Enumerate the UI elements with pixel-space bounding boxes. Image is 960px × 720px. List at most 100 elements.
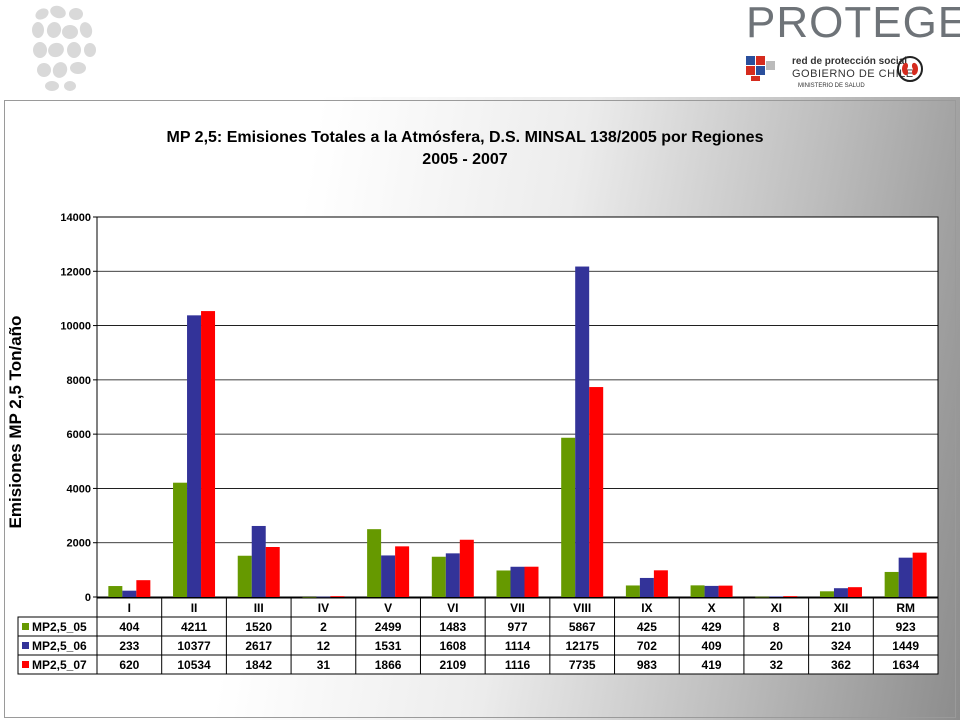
chart-frame <box>4 100 956 718</box>
data-label: 324 <box>831 639 851 653</box>
bar-MP2,5_05-IV <box>302 596 317 598</box>
data-label: 2 <box>320 620 327 634</box>
bar-MP2,5_05-RM <box>884 571 899 597</box>
bar-MP2,5_07-X <box>718 585 733 597</box>
category-label: VIII <box>573 601 591 615</box>
bar-MP2,5_07-II <box>201 311 216 597</box>
legend-label: MP2,5_06 <box>32 639 87 653</box>
bar-MP2,5_06-II <box>187 315 202 597</box>
protege-logo: PROTEGE red de protección social GOBIERN… <box>740 0 960 94</box>
bar-MP2,5_07-I <box>136 580 151 597</box>
bar-MP2,5_05-XII <box>819 591 834 597</box>
data-label: 5867 <box>569 620 596 634</box>
data-label: 20 <box>770 639 784 653</box>
bar-MP2,5_06-VII <box>510 566 525 597</box>
data-label: 1634 <box>892 658 919 672</box>
data-label: 2617 <box>245 639 272 653</box>
data-label: 2499 <box>375 620 402 634</box>
data-label: 8 <box>773 620 780 634</box>
bar-MP2,5_05-XI <box>755 596 770 598</box>
y-tick-label: 4000 <box>67 483 91 495</box>
category-label: V <box>384 601 392 615</box>
bar-MP2,5_06-III <box>251 525 266 597</box>
chart-title: MP 2,5: Emisiones Totales a la Atmósfera… <box>166 129 764 146</box>
bar-MP2,5_07-VIII <box>589 387 604 597</box>
data-label: 419 <box>702 658 722 672</box>
brand-government: GOBIERNO DE CHILE <box>792 68 914 80</box>
data-label: 404 <box>119 620 139 634</box>
category-label: II <box>191 601 198 615</box>
legend-swatch <box>22 623 29 630</box>
category-label: RM <box>896 601 915 615</box>
legend-label: MP2,5_07 <box>32 658 87 672</box>
data-label: 233 <box>119 639 139 653</box>
y-tick-label: 2000 <box>67 538 91 550</box>
data-label: 425 <box>637 620 657 634</box>
bar-MP2,5_07-XII <box>847 587 862 597</box>
data-label: 1114 <box>505 639 531 653</box>
table-body <box>17 616 939 675</box>
category-label: III <box>254 601 264 615</box>
data-label: 10534 <box>177 658 211 672</box>
data-label: 1531 <box>375 639 402 653</box>
data-label: 362 <box>831 658 851 672</box>
header: PROTEGE red de protección social GOBIERN… <box>0 0 960 97</box>
y-tick-label: 8000 <box>67 375 91 387</box>
chile-flag-icon <box>746 56 775 81</box>
bar-MP2,5_07-V <box>395 546 410 597</box>
bar-MP2,5_07-VI <box>459 539 474 597</box>
bar-MP2,5_07-IX <box>653 570 668 597</box>
data-label: 10377 <box>177 639 211 653</box>
category-label: XI <box>771 601 782 615</box>
bar-MP2,5_07-IV <box>330 596 345 597</box>
bar-MP2,5_05-VII <box>496 570 511 597</box>
y-tick-label: 10000 <box>60 321 91 333</box>
bar-MP2,5_05-VIII <box>561 437 576 597</box>
category-label: X <box>708 601 716 615</box>
bar-MP2,5_05-X <box>690 585 705 597</box>
data-label: 702 <box>637 639 657 653</box>
bar-MP2,5_07-XI <box>783 596 798 597</box>
data-label: 1842 <box>245 658 272 672</box>
bar-MP2,5_07-VII <box>524 566 539 597</box>
data-label: 12 <box>317 639 331 653</box>
data-label: 12175 <box>566 639 600 653</box>
category-label: VII <box>510 601 525 615</box>
legend-swatch <box>22 661 29 668</box>
data-label: 210 <box>831 620 851 634</box>
data-label: 620 <box>119 658 139 672</box>
bar-MP2,5_07-III <box>265 547 280 597</box>
bar-MP2,5_05-V <box>367 529 382 597</box>
bar-MP2,5_06-XI <box>769 596 784 598</box>
data-label: 1449 <box>892 639 919 653</box>
y-tick-label: 14000 <box>60 212 91 224</box>
kidney-icon <box>897 56 923 82</box>
data-label: 1520 <box>245 620 272 634</box>
data-label: 1608 <box>439 639 466 653</box>
category-label: VI <box>447 601 458 615</box>
pebble-logo-icon <box>32 5 96 91</box>
data-label: 1116 <box>505 658 531 672</box>
data-label: 4211 <box>181 620 207 634</box>
category-label: I <box>128 601 131 615</box>
bar-MP2,5_06-RM <box>898 557 913 597</box>
bar-MP2,5_06-IX <box>639 577 654 597</box>
data-label: 1866 <box>375 658 402 672</box>
data-label: 7735 <box>569 658 596 672</box>
bar-MP2,5_06-V <box>381 555 396 597</box>
bar-MP2,5_06-X <box>704 585 719 597</box>
data-label: 1483 <box>439 620 466 634</box>
bar-MP2,5_06-I <box>122 590 137 597</box>
chart-subtitle: 2005 - 2007 <box>422 151 508 168</box>
bar-MP2,5_06-IV <box>316 596 331 598</box>
brand-tagline: red de protección social <box>792 56 908 67</box>
data-label: 32 <box>770 658 784 672</box>
y-tick-label: 6000 <box>67 429 91 441</box>
bar-MP2,5_05-IX <box>625 585 640 597</box>
bar-MP2,5_06-VIII <box>575 266 590 597</box>
bar-MP2,5_05-II <box>173 482 188 597</box>
bar-MP2,5_05-I <box>108 586 123 597</box>
category-label: XII <box>834 601 849 615</box>
bar-MP2,5_05-VI <box>431 556 446 597</box>
